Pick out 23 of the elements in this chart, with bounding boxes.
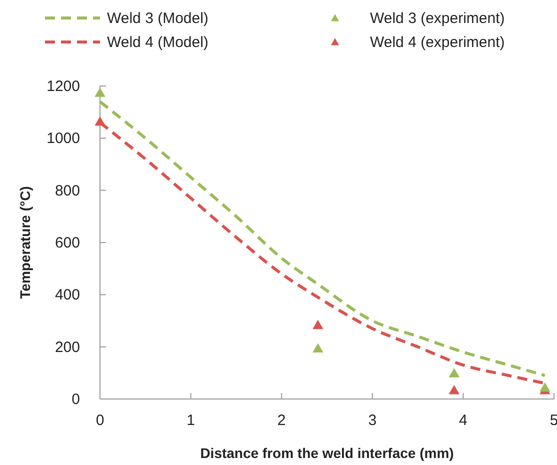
y-tick-label: 200: [54, 338, 80, 356]
point: [448, 384, 460, 394]
legend-label: Weld 4 (Model): [107, 34, 208, 51]
x-tick-label: 0: [96, 412, 104, 429]
x-tick-label: 4: [459, 412, 468, 429]
y-tick-label: 1000: [46, 130, 80, 148]
legend-label: Weld 3 (Model): [107, 10, 208, 27]
y-tick-label: 800: [54, 182, 80, 200]
y-tick-label: 600: [54, 234, 80, 252]
y-tick-label: 1200: [46, 78, 80, 95]
x-tick-label: 3: [368, 412, 377, 429]
y-tick-label: 0: [72, 391, 80, 408]
y-axis-title: Temperature (°C): [17, 186, 33, 299]
x-tick-label: 1: [186, 412, 195, 429]
x-tick-label: 2: [277, 412, 286, 429]
point: [312, 320, 324, 330]
legend-label: Weld 3 (experiment): [370, 10, 505, 27]
x-axis-title: Distance from the weld interface (mm): [200, 445, 454, 461]
point: [448, 368, 460, 378]
point: [312, 343, 324, 353]
legend-label: Weld 4 (experiment): [370, 34, 505, 51]
y-tick-label: 400: [54, 286, 80, 304]
point: [540, 382, 550, 392]
